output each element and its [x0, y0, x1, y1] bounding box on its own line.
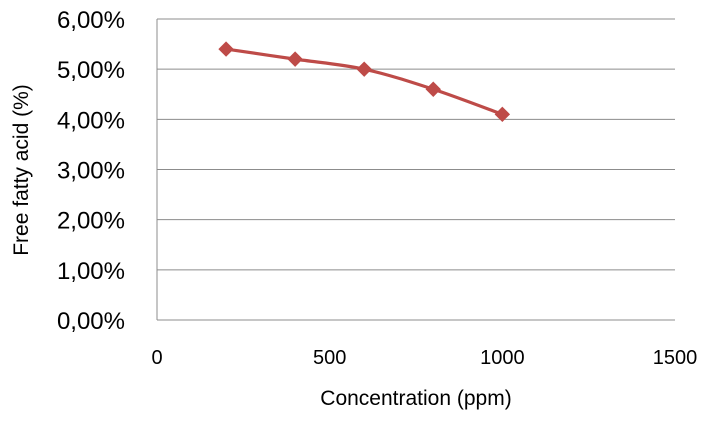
y-tick-label: 1,00% [57, 258, 125, 285]
data-point-marker [218, 41, 234, 57]
data-point-marker [356, 61, 372, 77]
y-tick-label: 2,00% [57, 208, 125, 235]
y-axis-title: Free fatty acid (%) [10, 84, 33, 256]
data-point-marker [425, 81, 441, 97]
series-layer [218, 41, 511, 123]
y-tick-label: 4,00% [57, 107, 125, 134]
x-tick-label: 1500 [653, 347, 698, 369]
x-tick-label: 0 [151, 347, 162, 369]
x-tick-labels: 0 500 1000 1500 [151, 347, 697, 369]
data-point-marker [287, 51, 303, 67]
y-tick-labels: 0,00% 1,00% 2,00% 3,00% 4,00% 5,00% 6,00% [57, 7, 125, 335]
series-line [225, 47, 503, 116]
x-tick-label: 500 [313, 347, 346, 369]
gridlines [157, 18, 675, 271]
x-axis-title: Concentration (ppm) [320, 387, 511, 410]
y-tick-label: 5,00% [57, 57, 125, 84]
y-tick-label: 6,00% [57, 7, 125, 34]
x-tick-label: 1000 [480, 347, 525, 369]
y-tick-label: 3,00% [57, 158, 125, 185]
data-point-marker [494, 106, 511, 123]
axes [156, 19, 675, 321]
y-tick-label: 0,00% [57, 308, 125, 335]
